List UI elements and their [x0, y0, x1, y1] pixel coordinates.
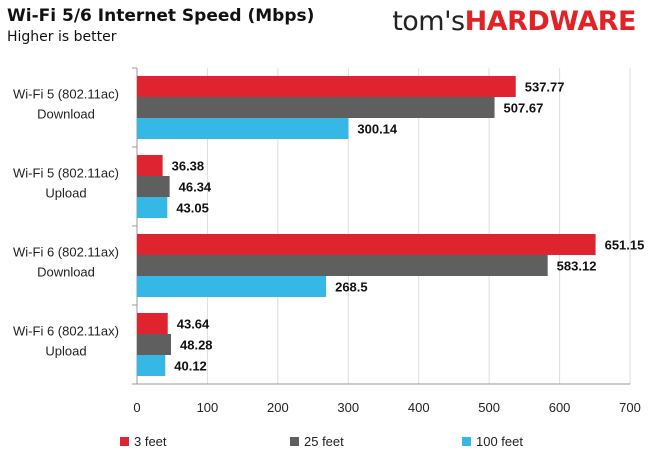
- bar: [137, 155, 163, 176]
- logo-text-hardware: HARDWARE: [464, 6, 637, 37]
- data-label: 43.05: [176, 201, 209, 216]
- x-tick-label: 500: [478, 400, 500, 415]
- bar: [137, 334, 172, 355]
- category-label: Upload: [45, 344, 86, 359]
- x-tick-label: 0: [133, 400, 140, 415]
- logo-text-toms: tom's: [392, 6, 465, 37]
- x-tick-label: 100: [197, 400, 219, 415]
- bar: [137, 197, 168, 218]
- bar: [137, 118, 349, 139]
- category-label: Wi-Fi 6 (802.11ax): [13, 245, 119, 260]
- bar: [137, 313, 168, 334]
- legend-swatch: [290, 437, 299, 446]
- bar: [137, 255, 548, 276]
- x-tick-label: 200: [267, 400, 289, 415]
- data-label: 583.12: [557, 259, 597, 274]
- legend-swatch: [120, 437, 129, 446]
- x-tick-label: 600: [549, 400, 571, 415]
- bar: [137, 234, 596, 255]
- x-tick-label: 400: [408, 400, 430, 415]
- data-label: 507.67: [504, 101, 544, 116]
- bar: [137, 276, 327, 297]
- toms-hardware-logo: tom'sHARDWARE: [392, 2, 636, 42]
- category-label: Upload: [45, 186, 86, 201]
- bar: [137, 176, 170, 197]
- data-label: 40.12: [174, 359, 207, 374]
- x-tick-label: 300: [337, 400, 359, 415]
- category-label: Download: [37, 265, 95, 280]
- legend-label: 100 feet: [476, 434, 523, 449]
- data-label: 268.5: [335, 280, 368, 295]
- data-label: 36.38: [172, 159, 205, 174]
- legend-label: 25 feet: [304, 434, 344, 449]
- x-tick-label: 700: [619, 400, 641, 415]
- data-label: 43.64: [177, 317, 210, 332]
- chart-subtitle: Higher is better: [7, 29, 117, 45]
- data-label: 300.14: [357, 122, 398, 137]
- data-label: 651.15: [605, 238, 645, 253]
- bar: [137, 97, 495, 118]
- category-label: Download: [37, 107, 95, 122]
- data-label: 46.34: [179, 180, 212, 195]
- category-label: Wi-Fi 5 (802.11ac): [13, 166, 119, 181]
- chart-title: Wi-Fi 5/6 Internet Speed (Mbps): [7, 6, 315, 26]
- category-label: Wi-Fi 5 (802.11ac): [13, 87, 119, 102]
- data-label: 48.28: [180, 338, 213, 353]
- legend-swatch: [462, 437, 471, 446]
- bar: [137, 76, 516, 97]
- data-label: 537.77: [525, 80, 565, 95]
- legend-label: 3 feet: [134, 434, 167, 449]
- bar: [137, 355, 166, 376]
- category-label: Wi-Fi 6 (802.11ax): [13, 324, 119, 339]
